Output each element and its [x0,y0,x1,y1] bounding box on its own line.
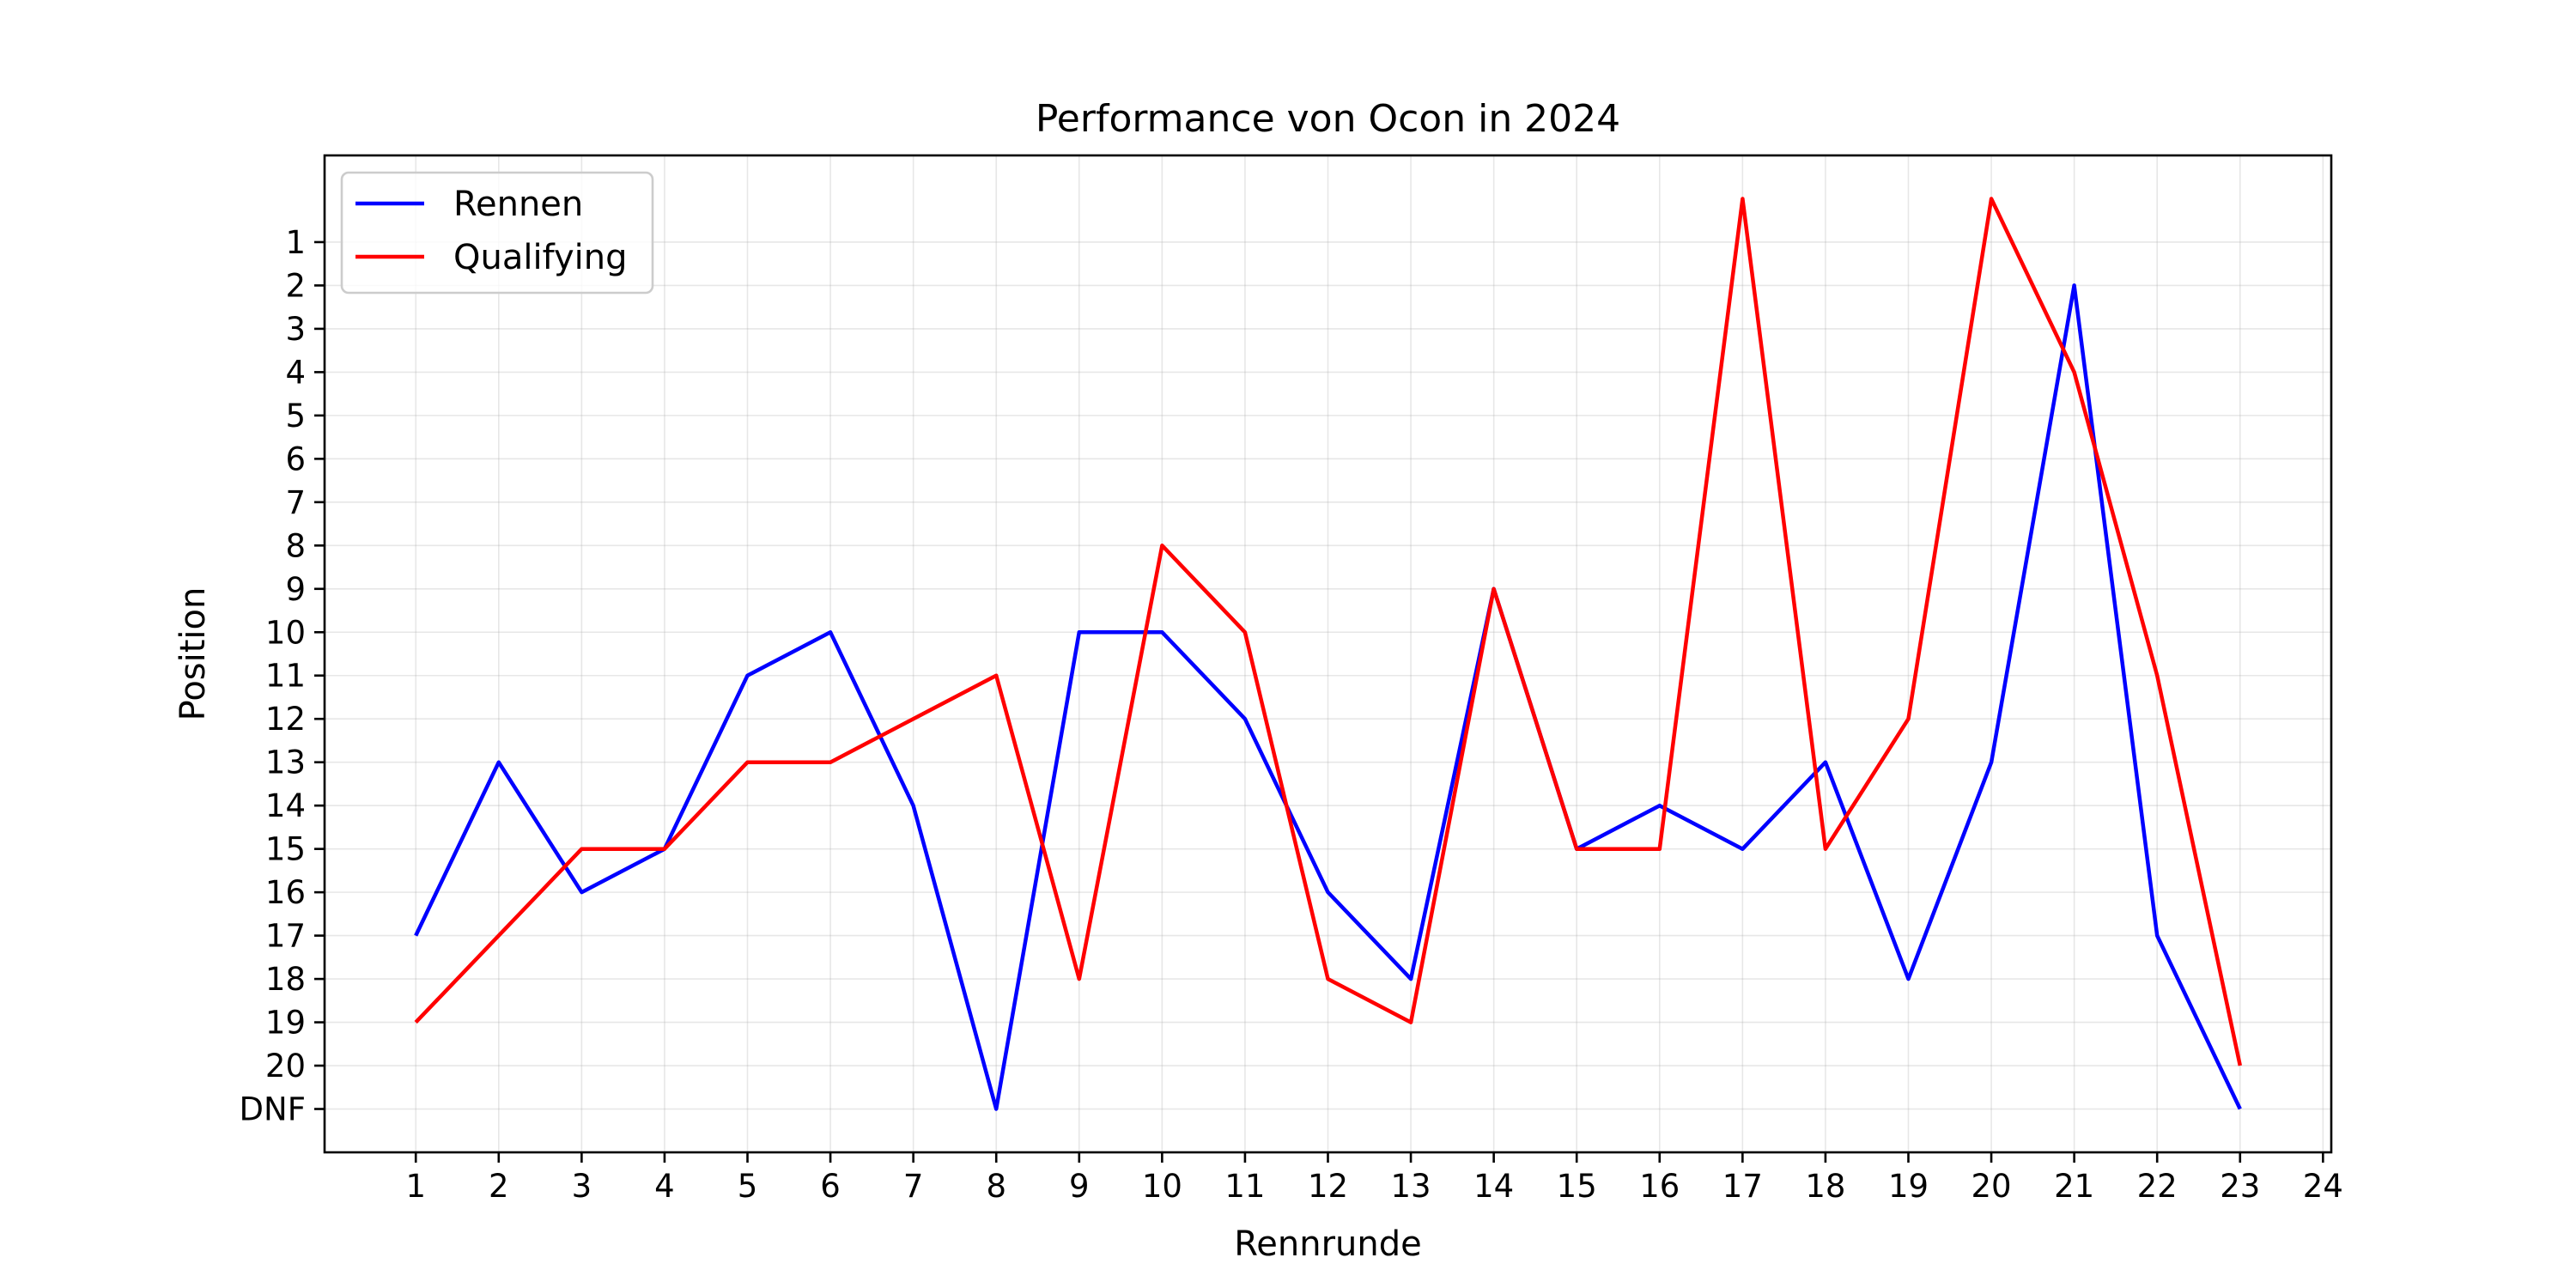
y-tick-label: 19 [265,1005,306,1042]
x-tick-label: 16 [1639,1168,1680,1205]
y-axis-label: Position [173,587,213,721]
x-tick-label: 15 [1557,1168,1597,1205]
x-tick-label: 21 [2054,1168,2094,1205]
y-tick-label: 2 [285,267,306,304]
y-tick-label: 9 [285,571,306,608]
x-tick-label: 5 [738,1168,758,1205]
y-tick-label: 5 [285,398,306,434]
x-axis-label: Rennrunde [1234,1224,1421,1264]
y-tick-label: 13 [265,744,306,781]
legend-label-qualifying: Qualifying [453,238,627,277]
legend: Rennen Qualifying [340,171,654,295]
series-line-rennen [414,283,2242,1111]
x-tick-label: 2 [489,1168,509,1205]
series-line-qualifying [414,197,2243,1066]
y-tick-label: DNF [240,1091,306,1128]
y-tick-label: 7 [285,484,306,521]
series-lines [414,197,2243,1111]
grid [325,155,2331,1152]
x-tick-label: 6 [820,1168,841,1205]
x-tick-label: 9 [1069,1168,1090,1205]
x-tick-label: 14 [1473,1168,1514,1205]
x-tick-label: 23 [2220,1168,2260,1205]
x-tick-label: 3 [572,1168,592,1205]
y-tick-label: 8 [285,527,306,564]
x-tick-label: 19 [1888,1168,1929,1205]
x-tick-label: 20 [1971,1168,2012,1205]
x-tick-label: 22 [2137,1168,2178,1205]
x-tick-label: 24 [2303,1168,2343,1205]
x-tick-label: 4 [654,1168,675,1205]
y-tick-label: 6 [285,440,306,477]
x-tick-label: 10 [1142,1168,1182,1205]
x-tick-label: 13 [1391,1168,1431,1205]
x-axis-ticks: 1 2 3 4 5 6 7 8 9 10 11 12 13 14 15 16 17 18 19 20 21 22 23 24 [405,1152,2343,1205]
y-tick-label: 10 [265,614,306,651]
x-tick-label: 11 [1224,1168,1265,1205]
x-tick-label: 1 [405,1168,426,1205]
x-tick-label: 12 [1308,1168,1348,1205]
y-tick-label: 12 [265,701,306,738]
chart-title: Performance von Ocon in 2024 [1036,97,1620,141]
y-tick-label: 17 [265,918,306,955]
x-tick-label: 17 [1722,1168,1763,1205]
y-tick-label: 11 [265,658,306,695]
x-tick-label: 18 [1805,1168,1845,1205]
y-tick-label: 1 [285,224,306,261]
y-tick-label: 4 [285,354,306,391]
x-tick-label: 7 [903,1168,924,1205]
y-tick-label: 16 [265,874,306,911]
legend-label-rennen: Rennen [453,185,583,224]
y-tick-label: 20 [265,1048,306,1084]
y-tick-label: 14 [265,787,306,824]
y-tick-label: 15 [265,831,306,868]
y-tick-label: 18 [265,961,306,998]
y-tick-label: 3 [285,311,306,348]
x-tick-label: 8 [986,1168,1006,1205]
